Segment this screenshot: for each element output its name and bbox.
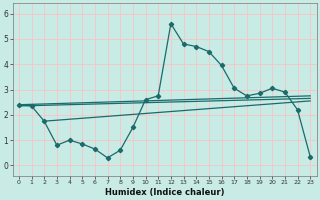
- X-axis label: Humidex (Indice chaleur): Humidex (Indice chaleur): [105, 188, 224, 197]
